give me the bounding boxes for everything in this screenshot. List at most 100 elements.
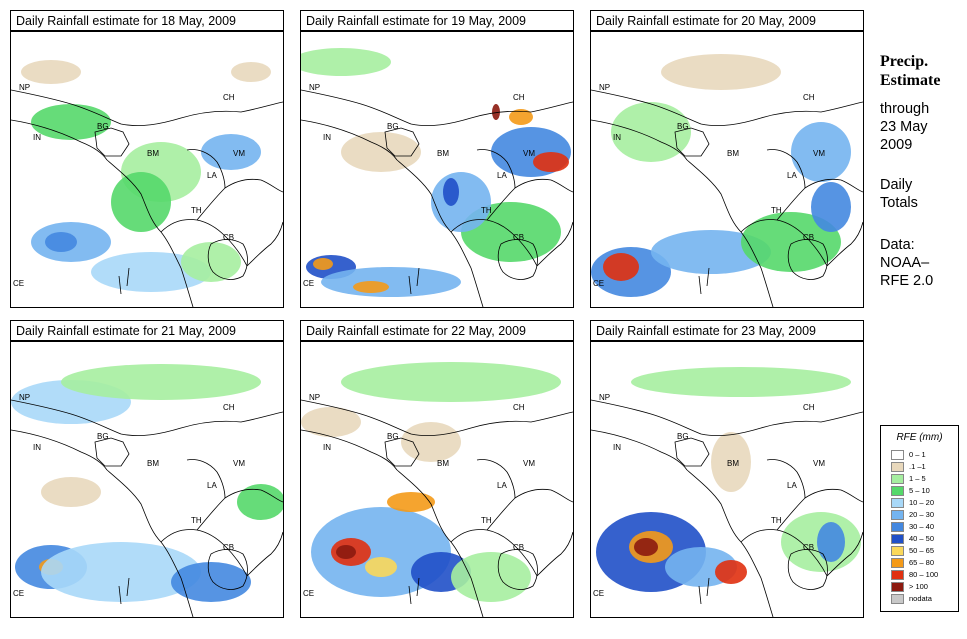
legend-swatch bbox=[891, 558, 904, 568]
rainfall-map: NP CH IN BG BM VM LA TH CB CE bbox=[10, 31, 284, 308]
country-border bbox=[207, 549, 248, 590]
country-border bbox=[118, 275, 122, 295]
map-graphic: NP CH IN BG BM VM LA TH CB CE bbox=[11, 60, 283, 307]
country-label-bm: BM bbox=[727, 149, 739, 158]
rainfall-area bbox=[31, 104, 111, 140]
country-label-la: LA bbox=[207, 171, 217, 180]
country-label-bg: BG bbox=[387, 122, 399, 131]
country-label-ce: CE bbox=[13, 279, 24, 288]
country-label-bg: BG bbox=[97, 122, 109, 131]
country-label-th: TH bbox=[771, 516, 782, 525]
legend-swatch bbox=[891, 594, 904, 604]
country-label-in: IN bbox=[323, 133, 331, 142]
country-label-vm: VM bbox=[523, 149, 535, 158]
country-label-np: NP bbox=[309, 393, 320, 402]
country-border bbox=[408, 275, 412, 295]
country-label-np: NP bbox=[599, 393, 610, 402]
country-label-ce: CE bbox=[303, 279, 314, 288]
title-line-2: Estimate bbox=[880, 72, 941, 89]
country-label-vm: VM bbox=[813, 149, 825, 158]
country-border bbox=[160, 529, 248, 577]
country-border bbox=[591, 89, 863, 126]
country-label-ch: CH bbox=[223, 403, 235, 412]
country-label-cb: CB bbox=[223, 233, 234, 242]
country-label-ce: CE bbox=[593, 589, 604, 598]
rainfall-map: NP CH IN BG BM VM LA TH CB CE bbox=[590, 341, 864, 618]
legend-label: 50 – 65 bbox=[909, 546, 935, 555]
legend-label: 1 – 5 bbox=[909, 474, 926, 483]
rainfall-area bbox=[661, 54, 781, 90]
country-label-cb: CB bbox=[513, 543, 524, 552]
legend-label: 65 – 80 bbox=[909, 558, 935, 567]
country-border bbox=[186, 149, 226, 189]
rainfall-area bbox=[181, 242, 241, 282]
country-border bbox=[486, 178, 573, 221]
country-label-vm: VM bbox=[523, 459, 535, 468]
country-border bbox=[476, 149, 516, 189]
legend-title: RFE (mm) bbox=[896, 432, 943, 443]
panel-title: Daily Rainfall estimate for 18 May, 2009 bbox=[10, 10, 284, 31]
rainfall-area bbox=[341, 132, 421, 172]
daily-totals-block: Daily Totals bbox=[880, 176, 918, 212]
rainfall-area bbox=[111, 172, 171, 232]
country-border bbox=[416, 267, 420, 287]
country-label-ch: CH bbox=[223, 93, 235, 102]
daily-line-2: Totals bbox=[880, 195, 918, 211]
legend-label: 0 – 1 bbox=[909, 450, 926, 459]
country-label-th: TH bbox=[481, 516, 492, 525]
country-label-in: IN bbox=[33, 133, 41, 142]
country-border bbox=[196, 178, 283, 221]
rainfall-area bbox=[41, 477, 101, 507]
country-border bbox=[698, 275, 702, 295]
legend-swatch bbox=[891, 570, 904, 580]
country-border bbox=[94, 127, 130, 157]
rainfall-map-panel: Daily Rainfall estimate for 22 May, 2009… bbox=[300, 320, 576, 618]
country-border bbox=[416, 577, 420, 597]
country-border bbox=[11, 89, 283, 126]
country-border bbox=[766, 149, 806, 189]
rainfall-area bbox=[365, 557, 397, 577]
country-border bbox=[486, 488, 573, 531]
legend-label: 20 – 30 bbox=[909, 510, 935, 519]
country-border bbox=[674, 127, 710, 157]
panel-title: Daily Rainfall estimate for 22 May, 2009 bbox=[300, 320, 574, 341]
country-label-bm: BM bbox=[727, 459, 739, 468]
country-label-ch: CH bbox=[513, 403, 525, 412]
rainfall-area bbox=[301, 407, 361, 437]
rainfall-area bbox=[353, 281, 389, 293]
country-border bbox=[740, 529, 828, 577]
legend-swatch bbox=[891, 450, 904, 460]
rainfall-area bbox=[533, 152, 569, 172]
rainfall-area bbox=[603, 253, 639, 281]
map-graphic: NP CH IN BG BM VM LA TH CB CE bbox=[591, 54, 863, 307]
country-label-bg: BG bbox=[677, 432, 689, 441]
country-border bbox=[301, 89, 573, 126]
country-border bbox=[301, 119, 398, 161]
through-date-block: through 23 May 2009 bbox=[880, 100, 929, 154]
rainfall-map-panel: Daily Rainfall estimate for 20 May, 2009… bbox=[590, 10, 866, 308]
rainfall-map: NP CH IN BG BM VM LA TH CB CE bbox=[300, 31, 574, 308]
rainfall-area bbox=[509, 109, 533, 125]
legend-swatch bbox=[891, 474, 904, 484]
country-label-bg: BG bbox=[97, 432, 109, 441]
legend-swatch bbox=[891, 534, 904, 544]
country-border bbox=[301, 399, 573, 436]
map-graphic: NP CH IN BG BM VM LA TH CB CE bbox=[11, 364, 283, 617]
country-border bbox=[196, 488, 283, 531]
country-label-th: TH bbox=[481, 206, 492, 215]
country-label-in: IN bbox=[323, 443, 331, 452]
country-label-la: LA bbox=[787, 171, 797, 180]
country-label-np: NP bbox=[19, 83, 30, 92]
country-border bbox=[160, 219, 248, 267]
country-label-ch: CH bbox=[803, 403, 815, 412]
country-label-np: NP bbox=[599, 83, 610, 92]
country-label-bm: BM bbox=[437, 459, 449, 468]
country-label-cb: CB bbox=[223, 543, 234, 552]
rainfall-map-panel: Daily Rainfall estimate for 23 May, 2009… bbox=[590, 320, 866, 618]
country-label-ch: CH bbox=[803, 93, 815, 102]
rainfall-area bbox=[237, 484, 283, 520]
data-line-2: NOAA– bbox=[880, 255, 930, 271]
country-border bbox=[787, 239, 828, 280]
country-border bbox=[246, 221, 283, 267]
rainfall-area bbox=[634, 538, 658, 556]
